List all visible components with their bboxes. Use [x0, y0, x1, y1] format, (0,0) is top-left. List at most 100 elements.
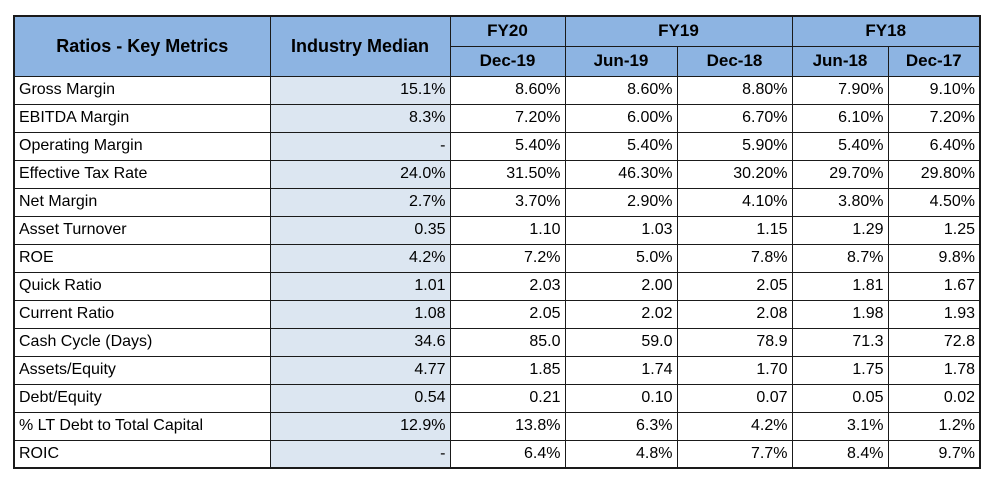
period-value: 8.60%	[564, 75, 678, 105]
industry-median-value: 24.0%	[269, 159, 451, 189]
period-value: 6.00%	[564, 103, 678, 133]
period-value: 5.0%	[564, 243, 678, 273]
period-value: 5.40%	[564, 131, 678, 161]
period-value: 4.2%	[676, 411, 793, 441]
table-body: Gross Margin 15.1% 8.60% 8.60% 8.80% 7.90% 9.1…	[13, 75, 981, 469]
industry-median-value: 0.35	[269, 215, 451, 245]
table-row: ROIC -6.4% 4.8% 7.7% 8.4% 9.7%	[13, 439, 981, 469]
period-value: 8.80%	[676, 75, 793, 105]
period-value: 71.3	[791, 327, 889, 357]
period-header: Dec-19	[449, 45, 566, 77]
metric-label: EBITDA Margin	[13, 103, 271, 133]
metric-label: Operating Margin	[13, 131, 271, 161]
period-value: 7.2%	[449, 243, 566, 273]
period-value: 6.3%	[564, 411, 678, 441]
period-value: 6.10%	[791, 103, 889, 133]
table-row: Current Ratio 1.08 2.05 2.02 2.08 1.98 1.93	[13, 299, 981, 329]
period-value: 3.80%	[791, 187, 889, 217]
period-value: 6.70%	[676, 103, 793, 133]
period-value: 13.8%	[449, 411, 566, 441]
period-value: 4.50%	[887, 187, 981, 217]
metric-label: Gross Margin	[13, 75, 271, 105]
industry-median-value: 12.9%	[269, 411, 451, 441]
table-row: Cash Cycle (Days) 34.6 85.0 59.0 78.9 71.3 72.…	[13, 327, 981, 357]
table-row: Gross Margin 15.1% 8.60% 8.60% 8.80% 7.90% 9.1…	[13, 75, 981, 105]
period-value: 7.20%	[887, 103, 981, 133]
industry-median-value: 1.01	[269, 271, 451, 301]
period-value: 6.4%	[449, 439, 566, 469]
period-value: 1.93	[887, 299, 981, 329]
metric-label: % LT Debt to Total Capital	[13, 411, 271, 441]
fiscal-year-header: FY20	[449, 15, 566, 47]
period-value: 0.05	[791, 383, 889, 413]
metric-label: Effective Tax Rate	[13, 159, 271, 189]
table-row: Debt/Equity 0.54 0.21 0.10 0.07 0.05 0.02	[13, 383, 981, 413]
period-value: 1.15	[676, 215, 793, 245]
period-value: 1.2%	[887, 411, 981, 441]
period-value: 3.70%	[449, 187, 566, 217]
header-row-periods: Dec-19 Jun-19 Dec-18 Jun-18 Dec-17	[14, 45, 981, 77]
industry-median-value: -	[269, 131, 451, 161]
period-value: 4.10%	[676, 187, 793, 217]
table-row: Quick Ratio 1.01 2.03 2.00 2.05 1.81 1.67	[13, 271, 981, 301]
period-value: 7.20%	[449, 103, 566, 133]
period-value: 2.08	[676, 299, 793, 329]
period-value: 1.25	[887, 215, 981, 245]
period-value: 1.03	[564, 215, 678, 245]
period-value: 1.29	[791, 215, 889, 245]
industry-median-value: 15.1%	[269, 75, 451, 105]
period-value: 5.90%	[676, 131, 793, 161]
header-row-years: Ratios - Key Metrics Industry Median FY2…	[13, 15, 981, 77]
fiscal-year-header: FY19	[564, 15, 793, 47]
period-value: 72.8	[887, 327, 981, 357]
period-value: 9.7%	[887, 439, 981, 469]
metric-label: ROIC	[13, 439, 271, 469]
metrics-column-header: Ratios - Key Metrics	[13, 15, 271, 77]
table-row: Operating Margin -5.40% 5.40% 5.90% 5.40% 6.4…	[13, 131, 981, 161]
period-value: 0.02	[887, 383, 981, 413]
period-value: 29.80%	[887, 159, 981, 189]
metric-label: Current Ratio	[13, 299, 271, 329]
fiscal-year-header: FY18	[791, 15, 981, 47]
period-value: 30.20%	[676, 159, 793, 189]
metric-label: Asset Turnover	[13, 215, 271, 245]
period-value: 2.03	[449, 271, 566, 301]
period-value: 2.05	[676, 271, 793, 301]
period-header: Jun-19	[564, 45, 678, 77]
period-header: Dec-18	[676, 45, 793, 77]
period-value: 2.90%	[564, 187, 678, 217]
period-value: 9.8%	[887, 243, 981, 273]
period-value: 46.30%	[564, 159, 678, 189]
period-value: 4.8%	[564, 439, 678, 469]
industry-median-value: 8.3%	[269, 103, 451, 133]
period-value: 7.90%	[791, 75, 889, 105]
table-row: Asset Turnover 0.35 1.10 1.03 1.15 1.29 1.25	[13, 215, 981, 245]
period-value: 1.70	[676, 355, 793, 385]
period-value: 3.1%	[791, 411, 889, 441]
period-value: 8.7%	[791, 243, 889, 273]
period-value: 5.40%	[449, 131, 566, 161]
period-value: 2.02	[564, 299, 678, 329]
industry-median-value: 1.08	[269, 299, 451, 329]
period-value: 1.74	[564, 355, 678, 385]
period-value: 29.70%	[791, 159, 889, 189]
metric-label: Cash Cycle (Days)	[13, 327, 271, 357]
period-header: Dec-17	[887, 45, 981, 77]
period-value: 2.05	[449, 299, 566, 329]
table-row: ROE 4.2% 7.2% 5.0% 7.8% 8.7% 9.8%	[13, 243, 981, 273]
median-column-header: Industry Median	[269, 15, 451, 77]
period-value: 0.21	[449, 383, 566, 413]
period-value: 9.10%	[887, 75, 981, 105]
industry-median-value: -	[269, 439, 451, 469]
period-value: 7.7%	[676, 439, 793, 469]
period-value: 78.9	[676, 327, 793, 357]
period-value: 6.40%	[887, 131, 981, 161]
industry-median-value: 34.6	[269, 327, 451, 357]
period-value: 7.8%	[676, 243, 793, 273]
period-value: 1.75	[791, 355, 889, 385]
period-value: 0.07	[676, 383, 793, 413]
table-row: Net Margin 2.7% 3.70% 2.90% 4.10% 3.80% 4.50%	[13, 187, 981, 217]
period-value: 1.98	[791, 299, 889, 329]
period-value: 1.10	[449, 215, 566, 245]
period-value: 31.50%	[449, 159, 566, 189]
